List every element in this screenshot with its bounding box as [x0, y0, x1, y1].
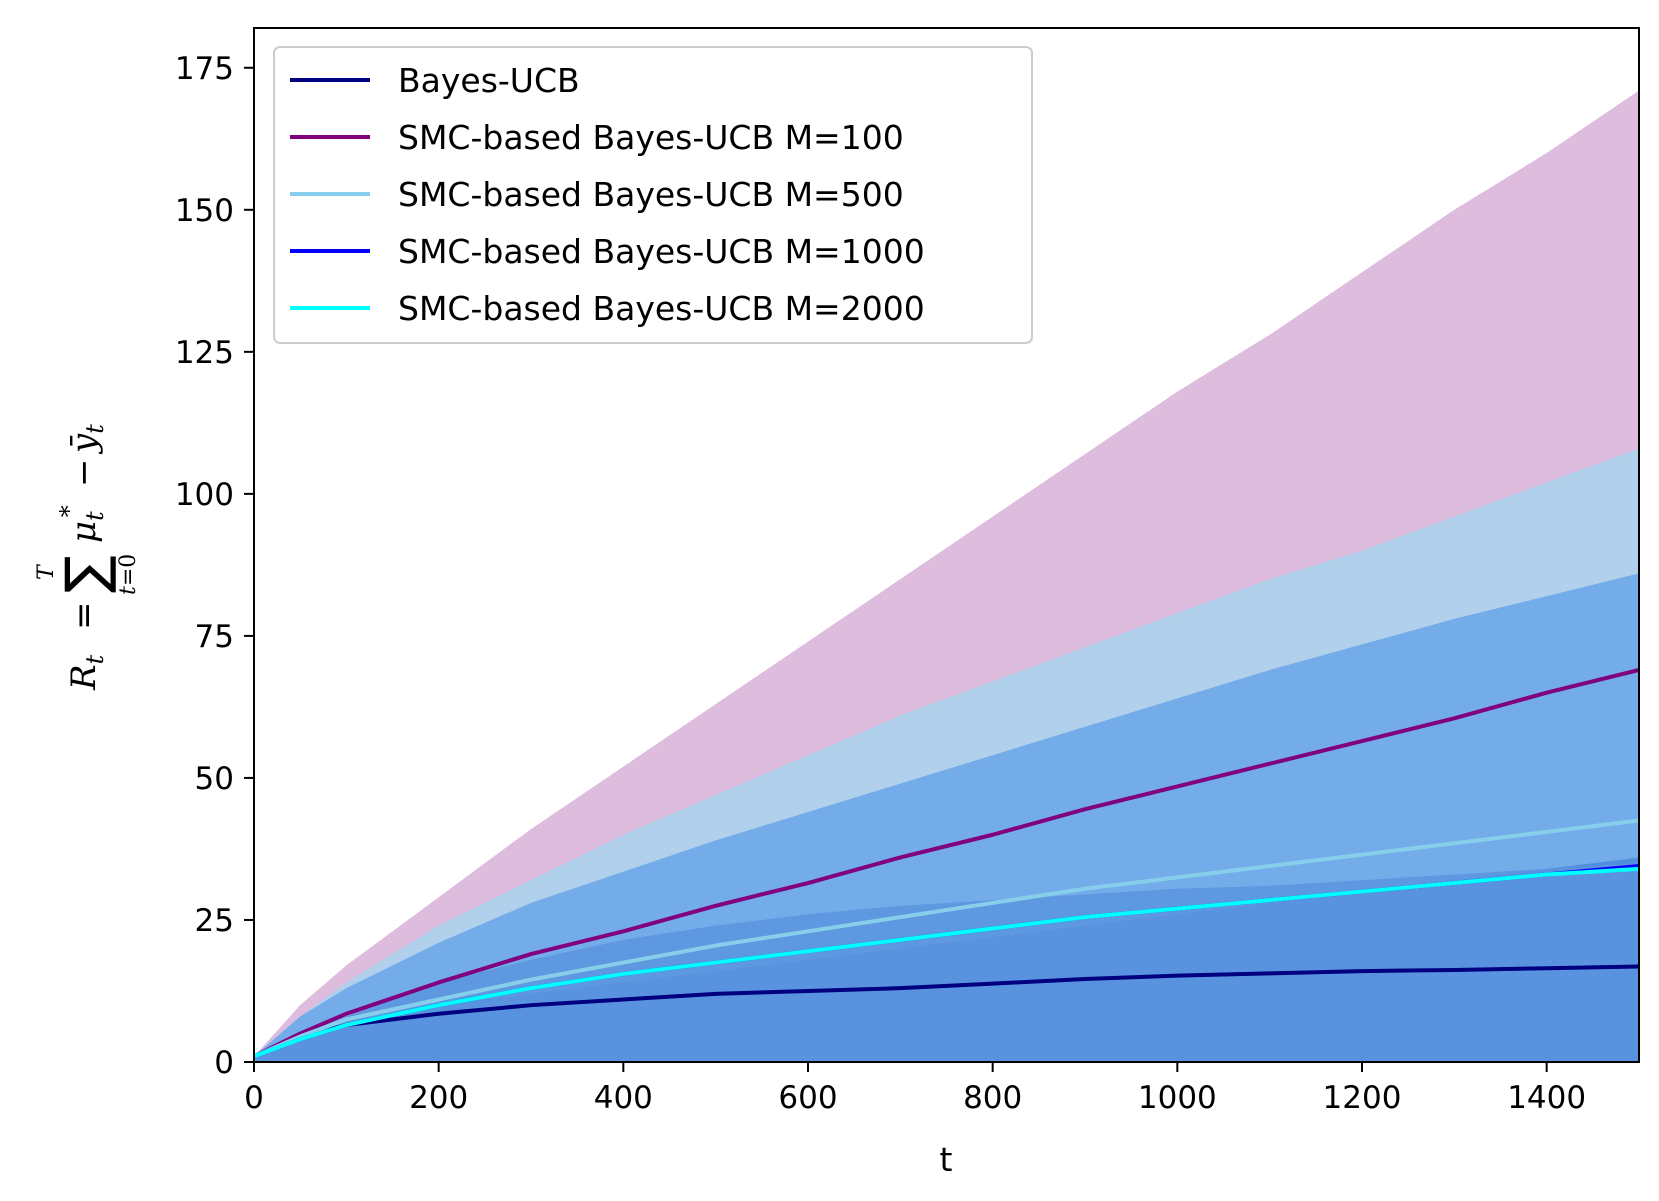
- line-series-0: [253, 964, 1640, 1059]
- legend-box: [273, 46, 1033, 344]
- x-axis-ticks: 0 200 400 600 800 1000 1200 1400: [244, 1062, 1586, 1116]
- x-tick-label: 400: [594, 1080, 653, 1116]
- x-tick-label: 0: [244, 1080, 264, 1116]
- x-tick-label: 800: [963, 1080, 1022, 1116]
- y-axis-label: Rt = ∑ T t=0 μt* − ȳt: [34, 424, 141, 691]
- y-tick-label: 50: [195, 761, 234, 797]
- y-tick-label: 0: [214, 1045, 234, 1081]
- svg-text:t=0: t=0: [116, 554, 141, 595]
- x-tick-label: 1200: [1323, 1080, 1402, 1116]
- confidence-bands: [254, 90, 1639, 1062]
- y-tick-label: 100: [175, 477, 234, 513]
- x-tick-label: 1000: [1138, 1080, 1217, 1116]
- svg-text:∑: ∑: [54, 555, 119, 593]
- svg-text:μt*: μt*: [55, 505, 109, 543]
- svg-text:−: −: [64, 459, 104, 488]
- legend-label: SMC-based Bayes-UCB M=100: [398, 118, 904, 157]
- legend: Bayes-UCB SMC-based Bayes-UCB M=100 SMC-ba…: [273, 46, 1033, 344]
- y-tick-label: 75: [195, 619, 234, 655]
- y-tick-label: 150: [175, 193, 234, 229]
- x-axis-label: t: [940, 1140, 953, 1179]
- line-series-1: [253, 668, 1640, 1059]
- plot-frame: [253, 27, 1640, 1063]
- line-series-4: [253, 866, 1640, 1059]
- legend-label: Bayes-UCB: [398, 61, 580, 100]
- y-tick-label: 175: [175, 51, 234, 87]
- x-tick-label: 200: [409, 1080, 468, 1116]
- svg-text:=: =: [64, 602, 104, 631]
- x-tick-label: 1400: [1507, 1080, 1586, 1116]
- y-tick-label: 25: [195, 903, 234, 939]
- y-axis-ticks: 0 25 50 75 100 125 150 175: [175, 51, 254, 1081]
- svg-text:T: T: [34, 563, 59, 580]
- line-series-2: [253, 818, 1640, 1059]
- legend-label: SMC-based Bayes-UCB M=1000: [398, 232, 925, 271]
- legend-label: SMC-based Bayes-UCB M=2000: [398, 289, 925, 328]
- x-tick-label: 600: [778, 1080, 837, 1116]
- legend-label: SMC-based Bayes-UCB M=500: [398, 175, 904, 214]
- series-lines: [253, 668, 1640, 1059]
- band-series-4: [254, 863, 1639, 1062]
- svg-text:Rt: Rt: [64, 654, 109, 691]
- y-tick-label: 125: [175, 335, 234, 371]
